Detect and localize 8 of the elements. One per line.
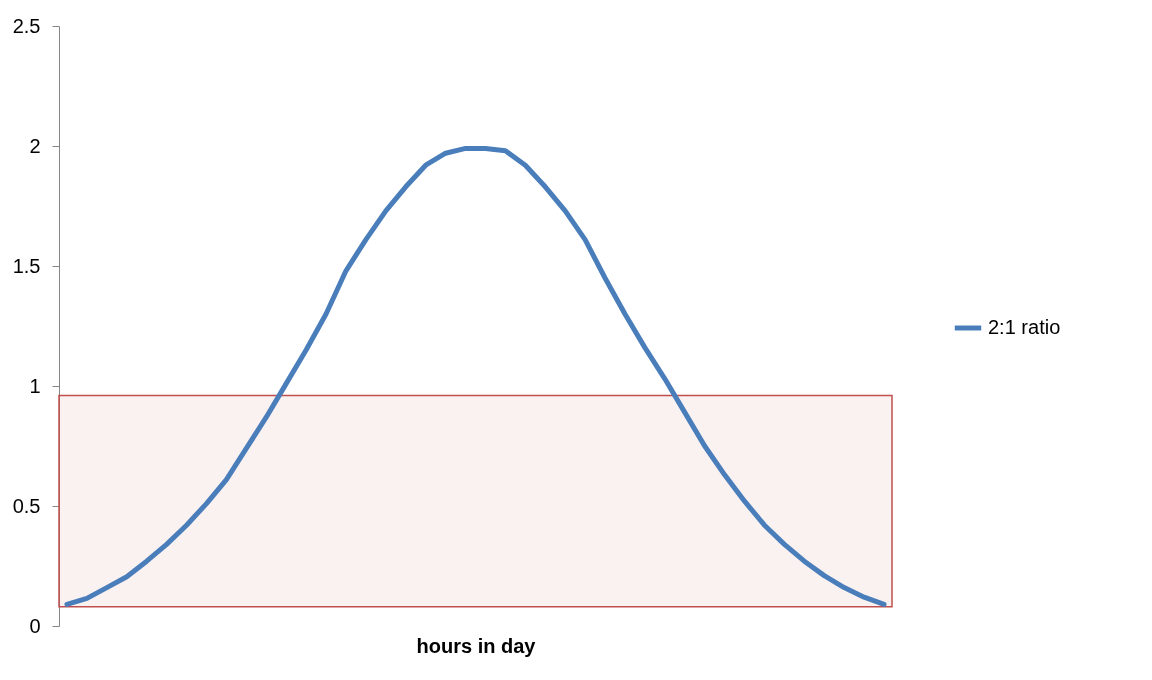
y-tick-label: 0.5 [12, 494, 41, 517]
y-tick-label: 2.5 [12, 14, 41, 37]
y-tick-label: 2 [29, 134, 41, 157]
y-tick-label: 1.5 [12, 254, 41, 277]
y-tick-label: 1 [29, 374, 41, 397]
legend-label: 2:1 ratio [988, 316, 1061, 338]
y-tick-label: 0 [29, 614, 41, 637]
x-axis-title: hours in day [416, 634, 537, 657]
